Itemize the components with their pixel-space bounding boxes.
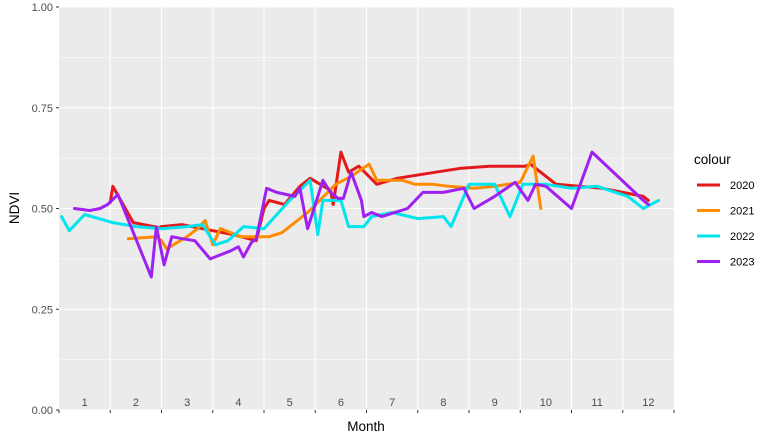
legend: colour 2020 2021 2022 2023	[694, 152, 754, 269]
grid-lines	[59, 6, 674, 411]
legend-label-2021: 2021	[730, 206, 754, 218]
month-label: 10	[540, 397, 552, 409]
series-line-2023	[72, 150, 650, 279]
month-label: 6	[338, 397, 344, 409]
y-tick-label: 1.00	[32, 2, 53, 14]
month-label: 8	[440, 397, 446, 409]
series-line-2021	[126, 154, 543, 251]
month-label: 12	[642, 397, 654, 409]
month-labels: 1 2 3 4 5 6 7 8 9 10 11 12	[82, 397, 655, 409]
month-label: 7	[389, 397, 395, 409]
month-label: 9	[492, 397, 498, 409]
y-axis: 0.00 0.25 0.50 0.75 1.00	[32, 2, 59, 417]
y-tick-label: 0.50	[32, 204, 53, 216]
month-label: 1	[82, 397, 88, 409]
month-label: 11	[591, 397, 602, 409]
legend-label-2023: 2023	[730, 257, 754, 269]
y-tick-label: 0.25	[32, 304, 53, 316]
legend-label-2022: 2022	[730, 231, 754, 243]
series-lines	[60, 150, 661, 279]
y-tick-label: 0.75	[32, 103, 53, 115]
month-label: 2	[133, 397, 139, 409]
month-label: 5	[287, 397, 293, 409]
legend-title: colour	[694, 152, 731, 167]
legend-label-2020: 2020	[730, 180, 754, 192]
month-label: 4	[235, 397, 241, 409]
y-tick-label: 0.00	[32, 405, 53, 417]
y-axis-title: NDVI	[7, 192, 22, 224]
x-axis-title: Month	[347, 419, 385, 434]
month-label: 3	[184, 397, 190, 409]
x-axis	[58, 410, 675, 413]
